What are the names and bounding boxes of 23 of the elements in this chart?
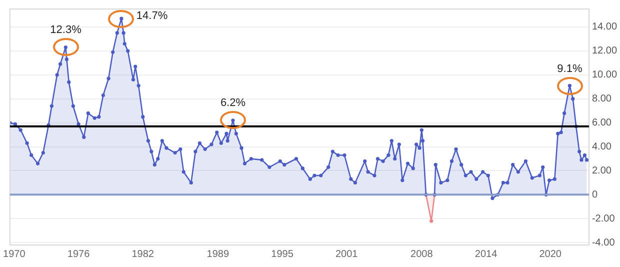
x-tick-label: 1976 [67,248,90,260]
annotation: 14.7% [136,10,168,22]
x-tick-label: 2001 [335,248,358,260]
x-tick-label: 2020 [539,248,562,260]
y-tick-label: -2.00 [592,213,616,224]
y-tick-label: 10.00 [592,70,618,81]
y-tick-label: -4.00 [592,237,616,248]
y-tick-label: 8.00 [592,94,612,105]
y-tick-label: 6.00 [592,118,612,129]
x-tick-label: 1982 [132,248,154,260]
x-tick-label: 2008 [410,248,434,260]
annotation: 6.2% [220,97,246,110]
x-tick-label: 1970 [3,248,26,260]
x-tick-label: 1995 [271,248,294,260]
y-tick-label: 2.00 [592,165,612,176]
x-tick-label: 1989 [206,248,230,260]
annotation: 9.1% [557,62,582,75]
y-tick-label: 0 [592,189,598,200]
x-tick-label: 2014 [474,248,498,260]
y-tick-label: 4.00 [592,142,612,153]
y-tick-label: 14.00 [592,22,618,33]
annotation: 12.3% [50,24,82,36]
y-tick-label: 12.00 [592,46,618,57]
